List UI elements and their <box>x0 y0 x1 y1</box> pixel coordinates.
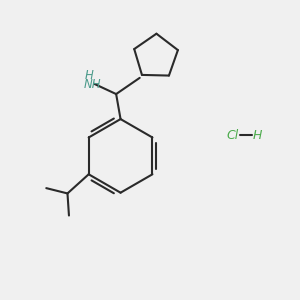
Text: NH: NH <box>84 78 101 91</box>
Text: H: H <box>253 129 262 142</box>
Text: H: H <box>84 69 93 82</box>
Text: Cl: Cl <box>226 129 238 142</box>
